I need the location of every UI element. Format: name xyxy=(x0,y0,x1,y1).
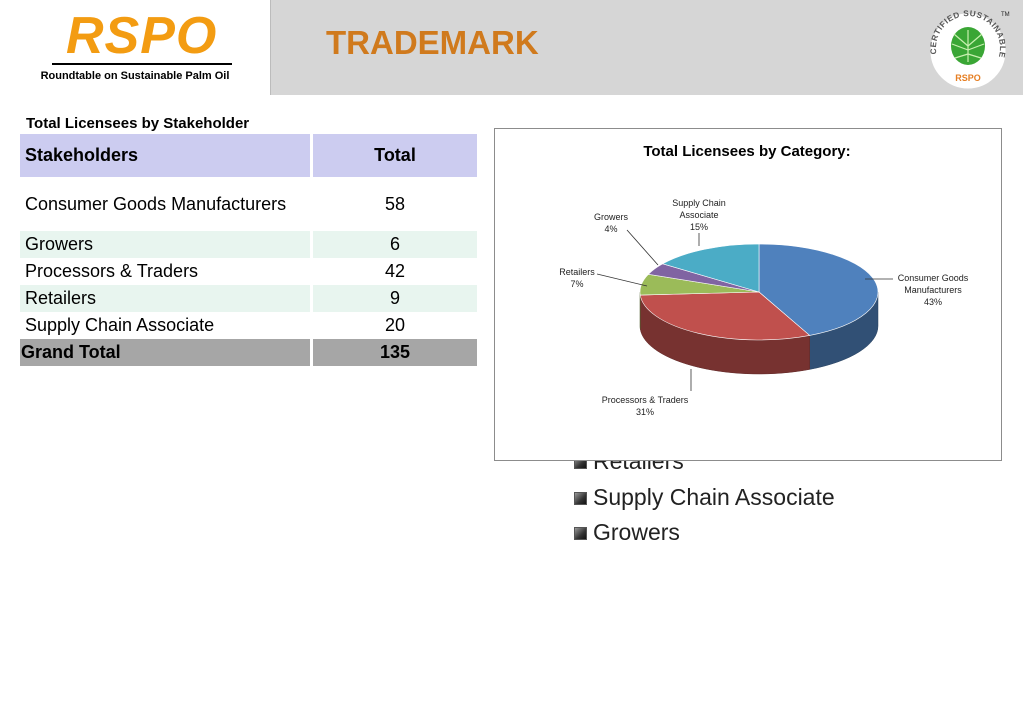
header-stakeholders: Stakeholders xyxy=(20,134,312,177)
rspo-logo: RSPO xyxy=(66,7,218,65)
table-row: Retailers 9 xyxy=(20,285,477,312)
logo-area: RSPO Roundtable on Sustainable Palm Oil xyxy=(0,0,270,95)
legend-swatch-icon xyxy=(574,527,587,541)
header-bar: TRADEMARK CERTIFIED SUSTAINABLE PALM OIL… xyxy=(270,0,1023,95)
row-total: 9 xyxy=(310,285,477,312)
row-name: Growers xyxy=(20,231,312,258)
seal-rspo-mark: RSPO xyxy=(955,73,981,83)
rspo-seal-icon: CERTIFIED SUSTAINABLE PALM OIL RSPO TM xyxy=(925,6,1010,90)
row-total: 6 xyxy=(310,231,477,258)
leader-line-growers xyxy=(626,229,659,266)
row-name: Processors & Traders xyxy=(25,261,199,281)
table-row: Growers 6 xyxy=(20,231,477,258)
logo-divider xyxy=(52,63,232,65)
table-header-row: Stakeholders Total xyxy=(20,134,477,177)
table-row: Processors & Traders 42 xyxy=(20,258,477,285)
row-name: Consumer Goods Manufacturers xyxy=(25,193,287,214)
header-total: Total xyxy=(310,134,477,177)
slice-label-consumer-goods-manufacturers: Consumer Goods Manufacturers 43% xyxy=(898,273,969,307)
legend-label: Growers xyxy=(593,519,680,545)
pie-chart: Total Licensees by Category: Consumer Go… xyxy=(559,143,969,417)
row-total: 20 xyxy=(310,312,477,339)
slice-label-processors-traders: Processors & Traders 31% xyxy=(602,395,689,417)
legend-swatch-icon xyxy=(574,492,587,506)
licensees-table: Stakeholders Total Consumer Goods Manufa… xyxy=(20,134,477,366)
table-row: Consumer Goods Manufacturers 58 xyxy=(20,177,477,231)
legend-item: Growers xyxy=(574,517,680,547)
table-row: Supply Chain Associate 20 xyxy=(20,312,477,339)
slice-label-supply-chain-associate: Supply Chain Associate 15% xyxy=(672,198,726,232)
table-caption: Total Licensees by Stakeholder xyxy=(26,115,250,132)
logo-subtitle: Roundtable on Sustainable Palm Oil xyxy=(40,70,230,82)
slice-label-growers: Growers 4% xyxy=(594,212,629,234)
chart-title: Total Licensees by Category: xyxy=(643,143,850,160)
row-name: Retailers xyxy=(20,285,312,312)
row-total: 42 xyxy=(310,258,477,285)
pie-slice-supply-chain-associate xyxy=(661,243,760,293)
leader-line-retailers xyxy=(596,273,648,287)
legend-label: Supply Chain Associate xyxy=(593,484,835,510)
pie-slice-processors-traders xyxy=(639,291,811,341)
pie-chart-panel: Total Licensees by Category: Consumer Go… xyxy=(494,128,1002,461)
grand-total-row: Grand Total 135 xyxy=(20,339,477,366)
page-title: TRADEMARK xyxy=(326,24,539,61)
legend-item: Supply Chain Associate xyxy=(574,482,835,512)
seal-tm-mark: TM xyxy=(1001,12,1010,18)
palm-leaves-icon xyxy=(951,27,985,65)
grand-total-label: Grand Total xyxy=(20,339,312,366)
row-total: 58 xyxy=(310,177,477,231)
grand-total-value: 135 xyxy=(310,339,477,366)
row-name: Supply Chain Associate xyxy=(25,315,215,335)
pie-slice-consumer-goods-manufacturers xyxy=(758,243,879,336)
slice-label-retailers: Retailers 7% xyxy=(559,267,595,289)
